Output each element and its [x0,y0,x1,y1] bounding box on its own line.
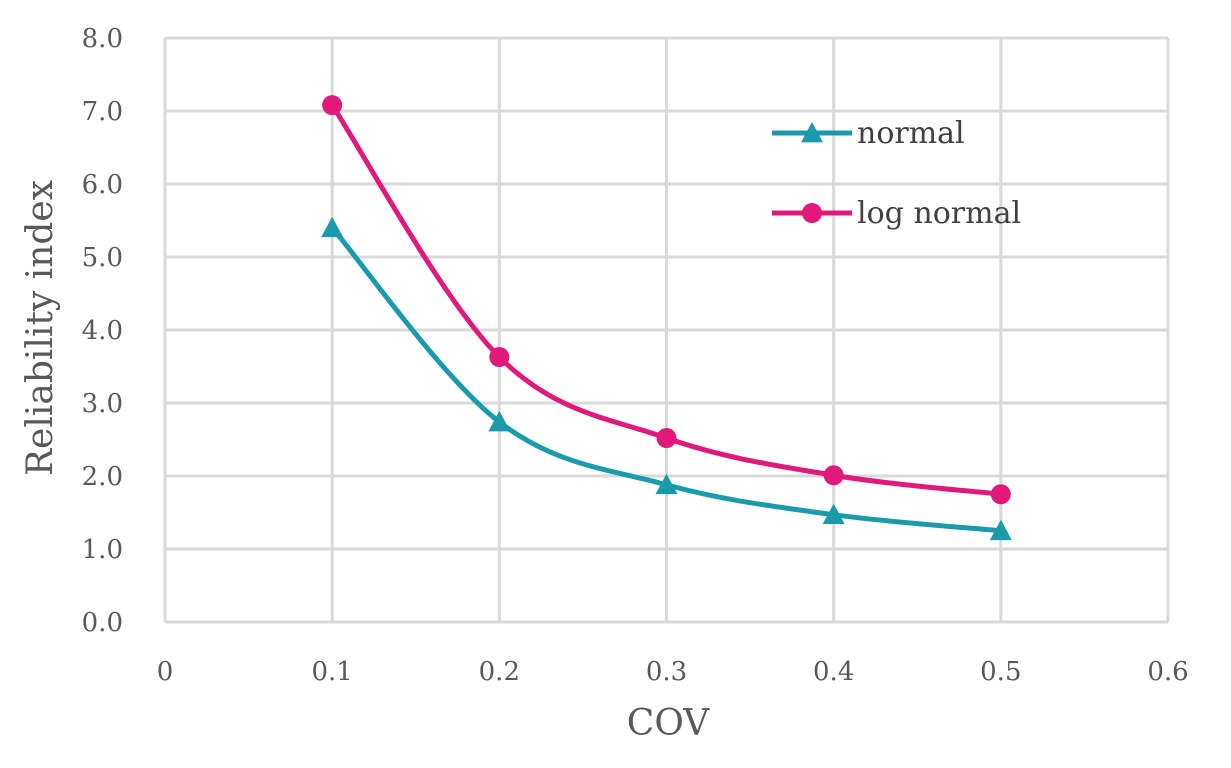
x-tick-label: 0.5 [980,657,1021,687]
y-axis-title: Reliability index [20,180,61,476]
data-point [822,503,845,525]
series-triangle [321,216,1012,541]
data-point [321,216,344,238]
x-tick-label: 0.1 [311,657,352,687]
series-circle [322,95,1011,505]
tick-labels: 0.0 1.0 2.0 3.0 4.0 5.0 6.0 7.0 8.0 0 0.1 0.2 0.3 0.4… [82,24,1189,687]
data-point [655,473,678,495]
y-tick-label: 8.0 [82,24,123,54]
y-tick-label: 7.0 [82,97,123,127]
data-point [990,484,1011,505]
data-point [489,347,510,368]
x-axis-title: COV [627,703,710,744]
x-tick-label: 0 [157,657,174,687]
legend-marker [801,122,823,143]
data-point [989,519,1012,541]
y-tick-label: 6.0 [82,170,123,200]
y-tick-label: 0.0 [82,608,123,638]
series-line [329,102,1004,497]
data-point [488,410,511,432]
data-point [656,428,677,449]
gridlines [163,36,1170,624]
legend: normal log normal [772,116,1021,231]
x-tick-label: 0.4 [813,657,854,687]
series-line [329,225,1004,534]
x-tick-label: 0.2 [479,657,520,687]
y-tick-label: 1.0 [82,535,123,565]
legend-label: log normal [857,196,1021,231]
series [321,95,1012,541]
legend-entry: normal [772,116,965,151]
x-tick-label: 0.6 [1147,657,1188,687]
y-tick-label: 5.0 [82,243,123,273]
legend-marker [802,203,822,223]
y-tick-label: 4.0 [82,316,123,346]
y-tick-label: 3.0 [82,389,123,419]
legend-entry: log normal [772,196,1021,231]
data-point [322,95,343,116]
y-tick-label: 2.0 [82,462,123,492]
x-tick-label: 0.3 [646,657,687,687]
data-point [823,465,844,486]
legend-label: normal [857,116,965,151]
